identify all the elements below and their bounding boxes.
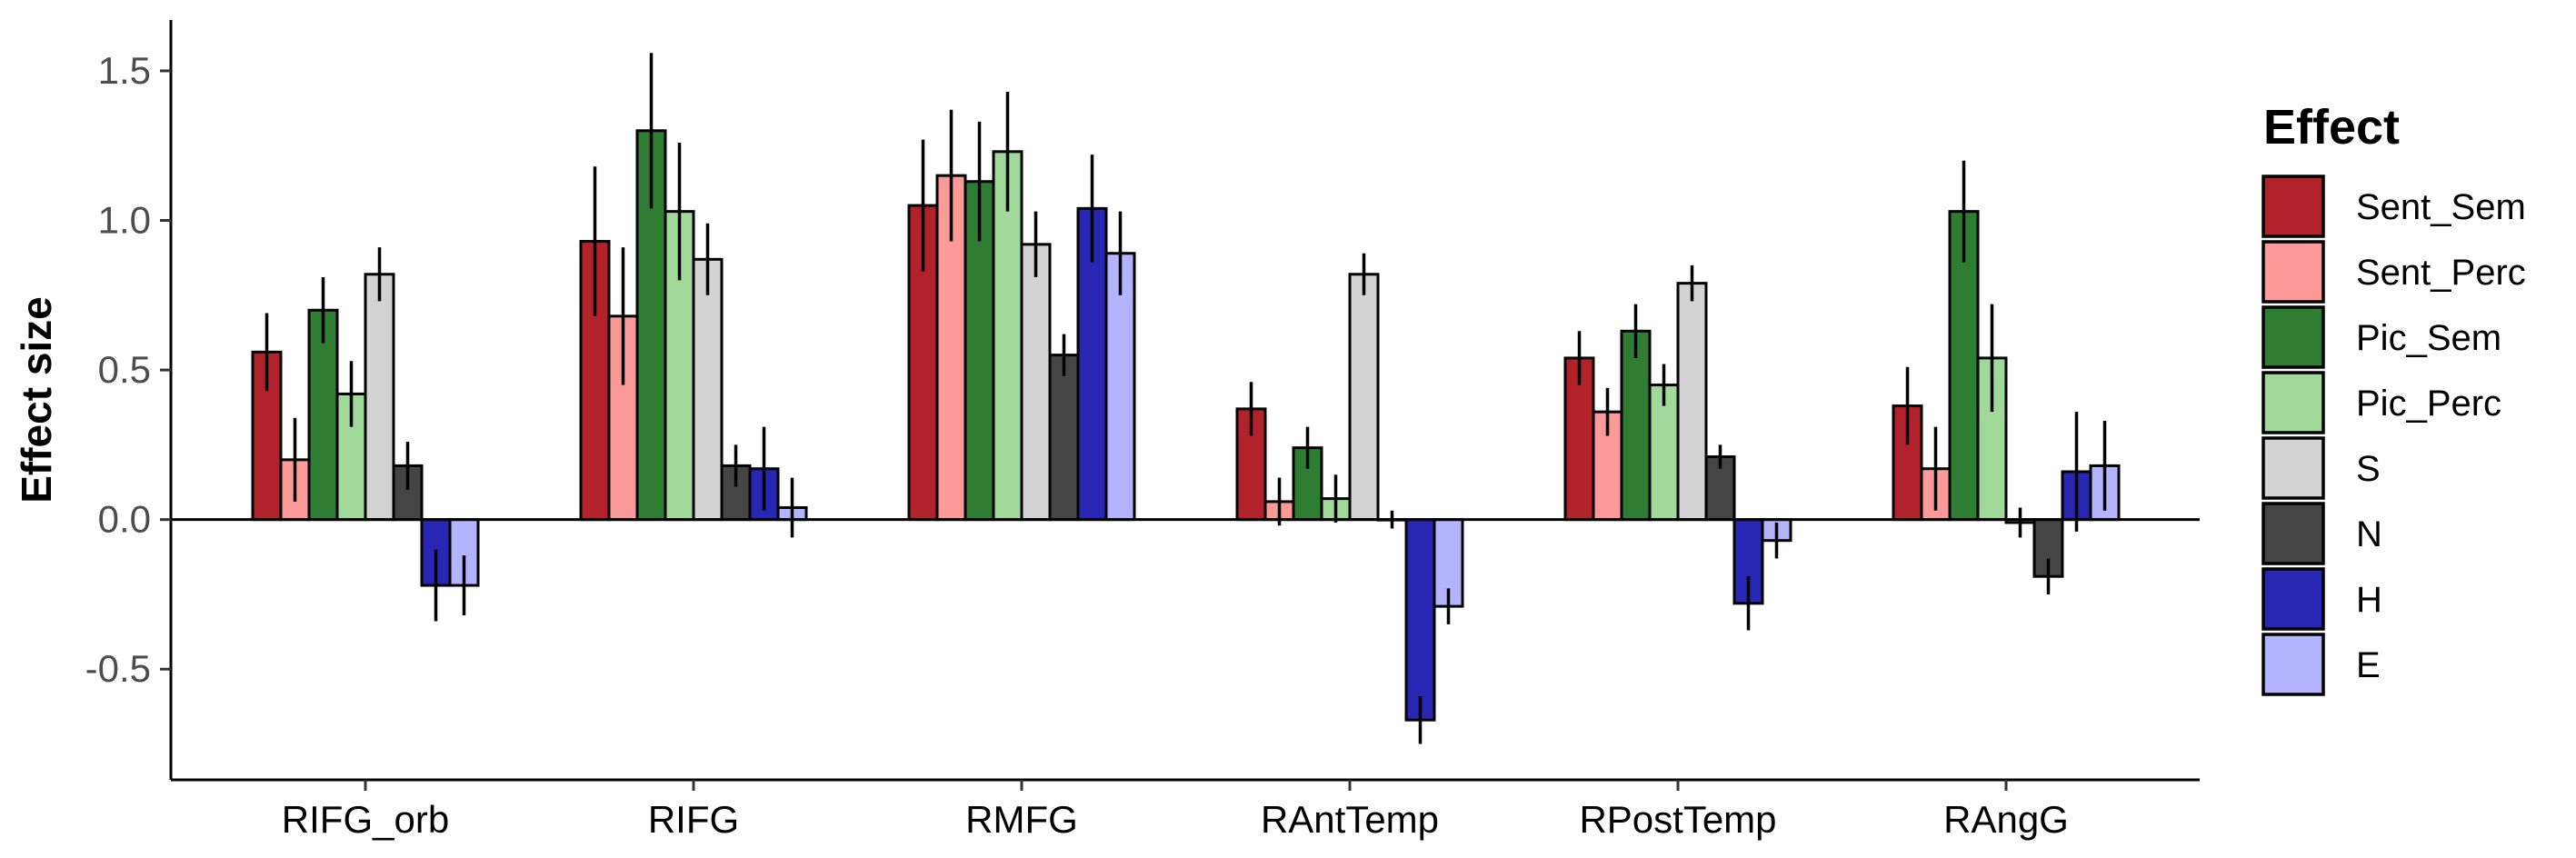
legend-key: [2261, 175, 2325, 238]
legend-key: [2261, 567, 2325, 631]
bar: [1433, 518, 1464, 608]
y-tick-label: 0.5: [98, 348, 151, 391]
x-tick-label: RMFG: [965, 798, 1078, 841]
legend-key: [2261, 371, 2325, 434]
x-tick-label: RIFG: [648, 798, 739, 841]
legend-key: [2261, 436, 2325, 500]
x-tick-label: RIFG_orb: [282, 798, 449, 841]
bar: [1348, 273, 1380, 522]
x-tick-label: RAntTemp: [1261, 798, 1439, 841]
y-tick-label: -0.5: [85, 647, 151, 690]
x-tick-label: RAngG: [1943, 798, 2069, 841]
legend-label: S: [2356, 449, 2381, 489]
legend-key: [2261, 305, 2325, 369]
legend-label: Pic_Perc: [2356, 384, 2501, 424]
legend-label: E: [2356, 645, 2381, 685]
y-tick-label: 1.5: [98, 49, 151, 92]
legend-title: Effect: [2263, 100, 2400, 155]
legend-label: Sent_Sem: [2356, 187, 2526, 227]
legend-label: N: [2356, 514, 2382, 554]
bar: [1620, 329, 1652, 522]
bar: [1648, 384, 1680, 522]
legend-key: [2261, 240, 2325, 304]
legend-key: [2261, 502, 2325, 565]
bar: [1404, 518, 1436, 722]
plot-area: [251, 53, 2121, 744]
bar: [364, 273, 395, 522]
bar: [1676, 282, 1708, 522]
y-tick-label: 1.0: [98, 199, 151, 242]
bar: [307, 308, 339, 522]
bar: [1020, 243, 1052, 522]
axes: -0.5 0.0 0.5 1.0 1.5 RIFG_orb RIFG RMFG RAntTemp…: [13, 20, 2200, 841]
bar: [1048, 354, 1080, 522]
legend-label: H: [2356, 580, 2382, 620]
bar: [692, 257, 724, 522]
y-tick-label: 0.0: [98, 498, 151, 541]
y-axis-title: Effect size: [13, 296, 60, 504]
legend-key: [2261, 633, 2325, 696]
x-tick-label: RPostTemp: [1579, 798, 1776, 841]
legend: Effect Sent_Sem Sent_Perc Pic_Sem Pic_Perc SN…: [2261, 100, 2526, 696]
legend-label: Pic_Sem: [2356, 318, 2501, 358]
legend-label: Sent_Perc: [2356, 253, 2526, 293]
